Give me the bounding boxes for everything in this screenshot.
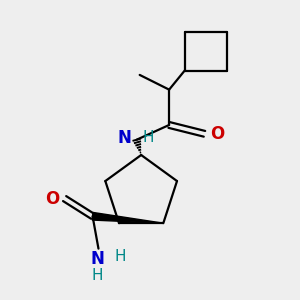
Text: H: H bbox=[142, 130, 154, 145]
Text: O: O bbox=[45, 190, 59, 208]
Text: N: N bbox=[90, 250, 104, 268]
Text: H: H bbox=[91, 268, 103, 283]
Text: H: H bbox=[115, 249, 126, 264]
Text: N: N bbox=[118, 129, 131, 147]
Text: O: O bbox=[210, 125, 224, 143]
Polygon shape bbox=[92, 212, 163, 223]
